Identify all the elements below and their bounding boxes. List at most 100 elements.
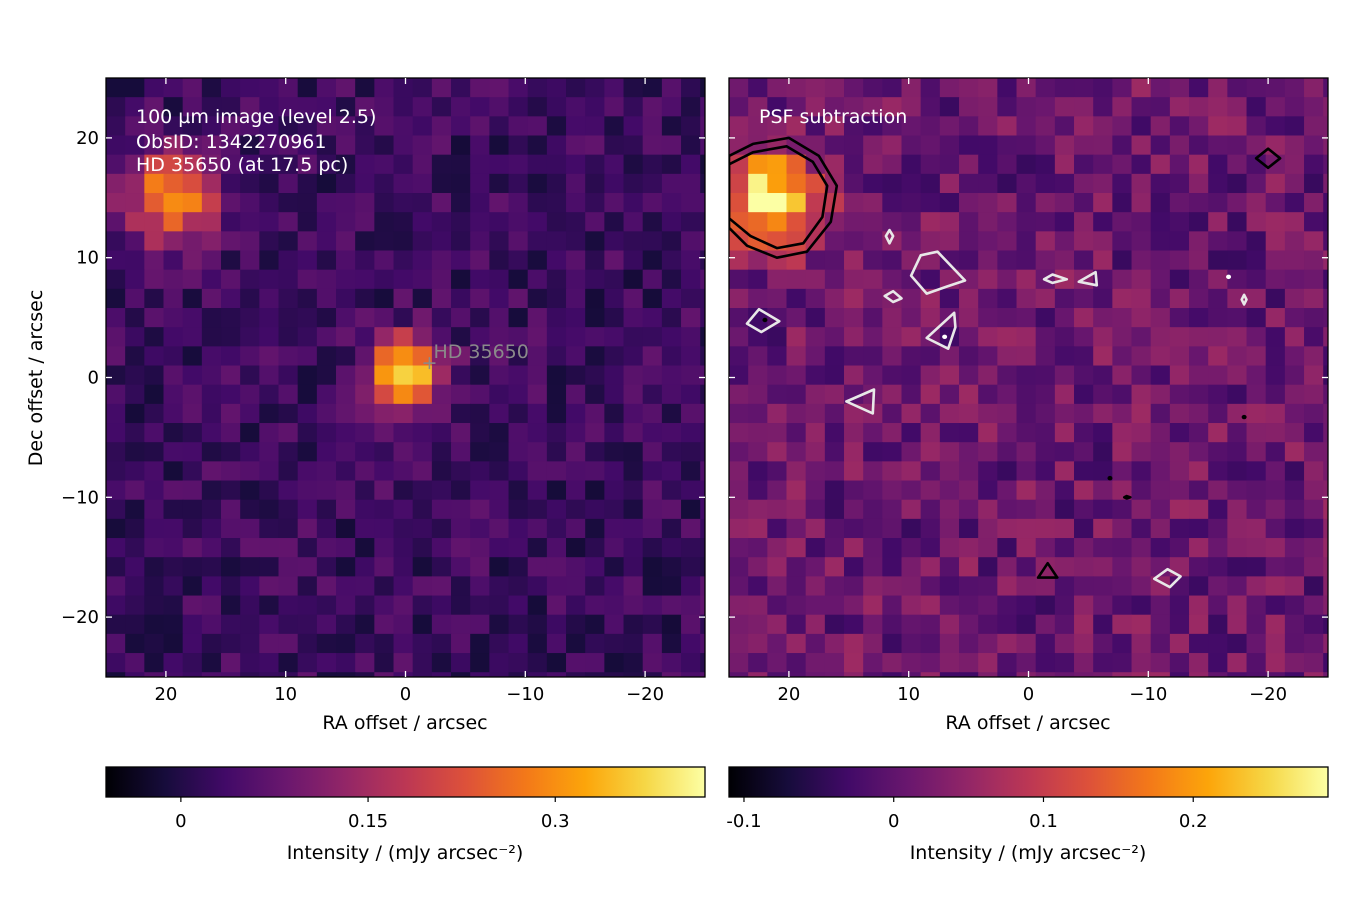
heatmap-pixel <box>585 557 605 577</box>
heatmap-pixel <box>316 327 337 347</box>
heatmap-pixel <box>959 384 979 405</box>
heatmap-pixel <box>278 365 299 386</box>
heatmap-pixel <box>1284 327 1305 347</box>
heatmap-pixel <box>939 250 960 271</box>
heatmap-pixel <box>278 653 299 673</box>
heatmap-pixel <box>336 346 356 367</box>
heatmap-pixel <box>1246 518 1267 539</box>
heatmap-pixel <box>1169 212 1190 232</box>
heatmap-pixel <box>470 288 490 309</box>
heatmap-pixel <box>412 672 433 677</box>
heatmap-pixel <box>786 78 807 98</box>
heatmap-pixel <box>1035 116 1056 137</box>
heatmap-pixel <box>939 231 960 252</box>
heatmap-pixel <box>844 480 864 501</box>
heatmap-pixel <box>1150 116 1171 137</box>
heatmap-pixel <box>661 327 682 347</box>
heatmap-pixel <box>939 576 960 597</box>
heatmap-pixel <box>412 365 433 386</box>
heatmap-pixel <box>939 135 960 156</box>
heatmap-pixel <box>316 346 337 367</box>
heatmap-pixel <box>642 518 663 539</box>
heatmap-pixel <box>508 653 529 673</box>
heatmap-pixel <box>604 538 625 558</box>
heatmap-pixel <box>355 250 375 271</box>
x-tick-label: 20 <box>154 684 177 705</box>
heatmap-pixel <box>546 595 567 616</box>
heatmap-pixel <box>546 97 567 117</box>
heatmap-pixel <box>1016 403 1037 424</box>
heatmap-pixel <box>939 384 960 405</box>
heatmap-pixel <box>163 538 184 558</box>
heatmap-pixel <box>901 403 922 424</box>
heatmap-pixel <box>681 595 701 616</box>
heatmap-pixel <box>393 308 414 328</box>
heatmap-pixel <box>412 288 433 309</box>
heatmap-pixel <box>1054 193 1075 213</box>
heatmap-pixel <box>106 518 126 539</box>
heatmap-pixel <box>1054 461 1075 482</box>
heatmap-pixel <box>604 97 625 117</box>
heatmap-pixel <box>824 595 845 616</box>
heatmap-pixel <box>489 193 510 213</box>
heatmap-pixel <box>901 154 922 175</box>
heatmap-pixel <box>767 308 788 328</box>
heatmap-pixel <box>1323 288 1328 309</box>
heatmap-pixel <box>959 499 979 520</box>
heatmap-pixel <box>1246 250 1267 271</box>
heatmap-pixel <box>824 633 845 654</box>
heatmap-pixel <box>767 538 788 558</box>
heatmap-pixel <box>316 116 337 137</box>
heatmap-pixel <box>546 365 567 386</box>
heatmap-pixel <box>1284 499 1305 520</box>
heatmap-pixel <box>1016 78 1037 98</box>
heatmap-pixel <box>1112 499 1133 520</box>
heatmap-pixel <box>844 614 864 635</box>
heatmap-pixel <box>1169 538 1190 558</box>
heatmap-pixel <box>604 633 625 654</box>
heatmap-pixel <box>882 461 903 482</box>
heatmap-pixel <box>786 576 807 597</box>
heatmap-pixel <box>901 557 922 577</box>
heatmap-pixel <box>412 576 433 597</box>
heatmap-pixel <box>1169 461 1190 482</box>
heatmap-pixel <box>681 442 701 462</box>
heatmap-pixel <box>729 633 749 654</box>
heatmap-pixel <box>221 116 241 137</box>
heatmap-pixel <box>1208 423 1228 443</box>
heatmap-pixel <box>393 403 414 424</box>
left-y-axis-label: Dec offset / arcsec <box>25 290 47 467</box>
y-tick-label: −10 <box>61 487 99 508</box>
heatmap-pixel <box>661 250 682 271</box>
heatmap-pixel <box>259 403 280 424</box>
heatmap-pixel <box>297 154 318 175</box>
heatmap-pixel <box>489 614 510 635</box>
heatmap-pixel <box>901 231 922 252</box>
heatmap-pixel <box>431 365 452 386</box>
heatmap-pixel <box>1284 135 1305 156</box>
heatmap-pixel <box>661 576 682 597</box>
heatmap-pixel <box>1323 518 1328 539</box>
heatmap-pixel <box>144 154 165 175</box>
heatmap-pixel <box>748 653 768 673</box>
heatmap-pixel <box>604 423 625 443</box>
heatmap-pixel <box>566 193 586 213</box>
heatmap-pixel <box>1074 288 1094 309</box>
heatmap-pixel <box>700 212 705 232</box>
heatmap-pixel <box>278 288 299 309</box>
right-colorbar-gradient <box>728 766 1329 798</box>
black-contour <box>1123 494 1132 500</box>
heatmap-pixel <box>1016 308 1037 328</box>
heatmap-pixel <box>1208 173 1228 194</box>
heatmap-pixel <box>336 250 356 271</box>
heatmap-pixel <box>1035 442 1056 462</box>
heatmap-pixel <box>978 269 998 290</box>
heatmap-pixel <box>978 231 998 252</box>
heatmap-pixel <box>729 231 749 252</box>
heatmap-pixel <box>1246 499 1267 520</box>
heatmap-pixel <box>997 97 1018 117</box>
heatmap-pixel <box>901 480 922 501</box>
heatmap-pixel <box>451 461 471 482</box>
heatmap-pixel <box>1131 633 1152 654</box>
heatmap-pixel <box>221 288 241 309</box>
